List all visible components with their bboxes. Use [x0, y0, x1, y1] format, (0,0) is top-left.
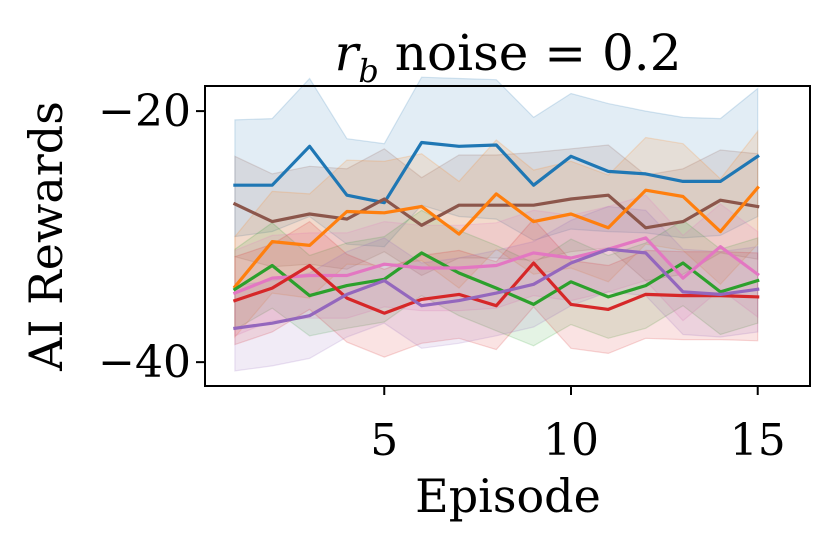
band-blue: [234, 76, 759, 248]
x-tick-label-10: 10: [543, 415, 599, 466]
chart-title: rb noise = 0.2: [334, 24, 681, 90]
line-blue: [233, 140, 760, 205]
line-brown: [232, 193, 760, 230]
chart-title-main: r: [334, 24, 361, 82]
confidence-bands: [234, 76, 759, 372]
x-axis-label: Episode: [415, 469, 601, 523]
axis-ticks: 5 10 15 −20 −40: [98, 86, 786, 466]
x-tick-label-15: 15: [730, 415, 786, 466]
x-tick-label-5: 5: [370, 415, 398, 466]
band-green: [234, 209, 759, 347]
series-lines: [232, 140, 760, 331]
y-tick-label--20: −20: [98, 86, 191, 137]
line-orange: [232, 185, 760, 290]
y-tick-label--40: −40: [98, 337, 191, 388]
chart-title-rest: noise = 0.2: [379, 24, 682, 82]
line-purple: [233, 247, 760, 331]
line-green: [232, 251, 760, 306]
y-axis-label: AI Rewards: [19, 101, 73, 372]
chart-title-subscript: b: [358, 52, 378, 90]
axes-frame: [204, 85, 811, 387]
line-red: [232, 261, 760, 315]
band-brown: [234, 144, 759, 282]
